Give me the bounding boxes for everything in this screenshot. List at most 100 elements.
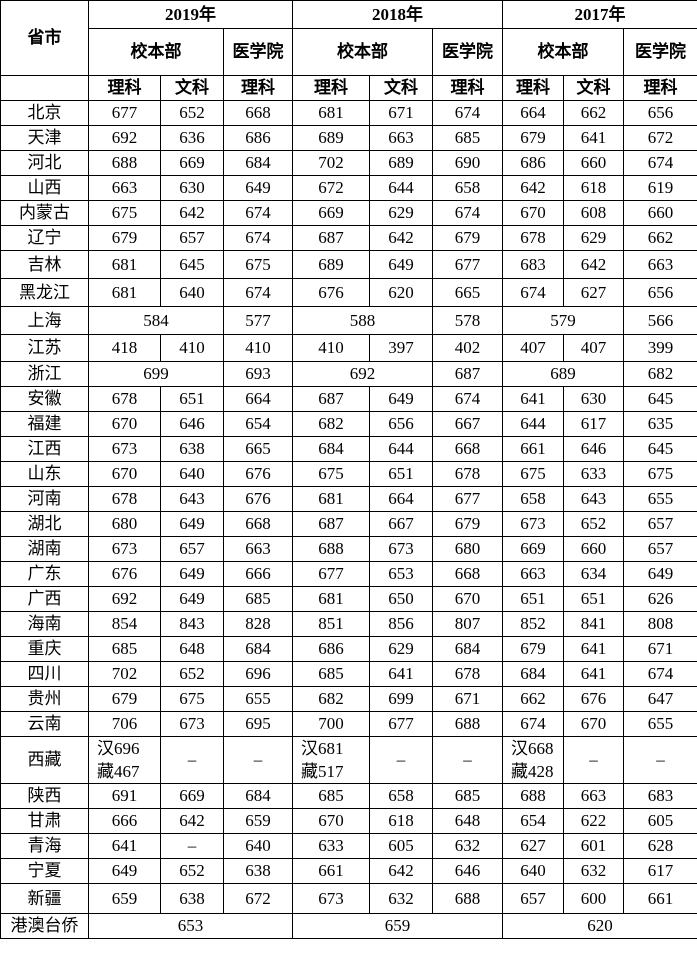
province-cell: 河北: [0, 150, 89, 176]
score-cell: 645: [623, 386, 697, 412]
score-cell: 706: [88, 711, 161, 737]
province-cell: 云南: [0, 711, 89, 737]
score-cell: 418: [88, 334, 161, 362]
score-cell: 618: [369, 808, 434, 834]
score-cell: 687: [292, 511, 371, 537]
score-cell: 658: [369, 783, 434, 809]
admission-score-table: 省市 2019年 2018年 2017年 校本部 医学院 校本部 医学院 校本部…: [0, 0, 697, 939]
campus-medical-header: 医学院: [623, 28, 697, 76]
score-cell: 636: [160, 125, 224, 151]
score-cell: 628: [623, 833, 697, 859]
table-row: 北京 677 652 668 681 671 674 664 662 656: [0, 100, 697, 126]
score-cell: 673: [369, 536, 434, 562]
score-cell: 649: [160, 511, 224, 537]
score-cell: 674: [623, 661, 697, 687]
score-cell: 635: [623, 411, 697, 437]
province-cell: 黑龙江: [0, 278, 89, 307]
score-cell: 673: [502, 511, 565, 537]
score-cell: 852: [502, 611, 565, 637]
score-cell: 622: [563, 808, 625, 834]
score-cell: 674: [502, 278, 565, 307]
table-row: 宁夏 649 652 638 661 642 646 640 632 617: [0, 858, 697, 884]
score-cell: 687: [432, 361, 504, 387]
score-cell: 601: [563, 833, 625, 859]
table-row: 上海 584 577 588 578 579 566: [0, 306, 697, 335]
score-cell: 665: [222, 436, 294, 462]
score-cell: 686: [502, 150, 565, 176]
score-cell: 656: [623, 100, 697, 126]
campus-main-header: 校本部: [292, 28, 434, 76]
score-cell: –: [369, 736, 434, 784]
table-row: 陕西 691 669 684 685 658 685 688 663 683: [0, 783, 697, 809]
score-cell: 656: [623, 278, 697, 307]
score-cell: 684: [222, 150, 294, 176]
score-cell: 670: [432, 586, 504, 612]
score-cell: 685: [432, 125, 504, 151]
score-cell: 685: [292, 783, 371, 809]
province-cell: 湖南: [0, 536, 89, 562]
province-cell: 四川: [0, 661, 89, 687]
province-cell: 宁夏: [0, 858, 89, 884]
score-cell: 641: [563, 661, 625, 687]
score-cell: 汉668 藏428: [502, 736, 565, 784]
table-row: 新疆 659 638 672 673 632 688 657 600 661: [0, 883, 697, 914]
table-row: 吉林 681 645 675 689 649 677 683 642 663: [0, 250, 697, 279]
score-cell: 588: [292, 306, 434, 335]
score-cell: 663: [563, 783, 625, 809]
score-cell: 675: [623, 461, 697, 487]
score-cell: 684: [222, 783, 294, 809]
score-cell: 640: [222, 833, 294, 859]
header-row-campus: 校本部 医学院 校本部 医学院 校本部 医学院: [1, 28, 697, 76]
score-cell: 640: [502, 858, 565, 884]
score-cell: 660: [563, 150, 625, 176]
score-cell: 669: [160, 150, 224, 176]
score-cell: 410: [222, 334, 294, 362]
table-row: 江苏 418 410 410 410 397 402 407 407 399: [0, 334, 697, 362]
score-cell: 659: [292, 913, 504, 939]
score-cell: 677: [432, 486, 504, 512]
score-cell: 651: [160, 386, 224, 412]
score-cell: 677: [88, 100, 161, 126]
score-cell: 664: [502, 100, 565, 126]
score-cell: 679: [88, 686, 161, 712]
score-cell: 650: [369, 586, 434, 612]
score-cell: 402: [432, 334, 504, 362]
score-cell: 642: [563, 250, 625, 279]
score-cell: 667: [369, 511, 434, 537]
score-cell: 642: [369, 225, 434, 251]
score-cell: 678: [432, 661, 504, 687]
score-cell: 667: [432, 411, 504, 437]
score-cell: 670: [502, 200, 565, 226]
score-cell: 652: [160, 661, 224, 687]
score-cell: 620: [369, 278, 434, 307]
table-row: 湖北 680 649 668 687 667 679 673 652 657: [0, 511, 697, 537]
score-cell: 659: [222, 808, 294, 834]
score-cell: 673: [160, 711, 224, 737]
score-cell: 629: [369, 200, 434, 226]
liberal-arts-header: 文科: [369, 75, 434, 101]
score-cell: 686: [222, 125, 294, 151]
score-cell: 663: [502, 561, 565, 587]
province-cell: 上海: [0, 306, 89, 335]
score-cell: 676: [222, 486, 294, 512]
score-cell: 662: [563, 100, 625, 126]
score-cell: –: [160, 736, 224, 784]
score-cell: 693: [222, 361, 294, 387]
score-cell: 660: [623, 200, 697, 226]
score-cell: 828: [222, 611, 294, 637]
score-cell: 653: [369, 561, 434, 587]
score-cell: 617: [623, 858, 697, 884]
score-cell: 641: [563, 636, 625, 662]
province-cell: 广东: [0, 561, 89, 587]
score-cell: –: [623, 736, 697, 784]
table-row: 浙江 699 693 692 687 689 682: [0, 361, 697, 387]
score-cell: 854: [88, 611, 161, 637]
score-cell: 627: [563, 278, 625, 307]
score-cell: 683: [623, 783, 697, 809]
score-cell: 689: [292, 250, 371, 279]
table-row: 福建 670 646 654 682 656 667 644 617 635: [0, 411, 697, 437]
score-cell: 678: [432, 461, 504, 487]
score-cell: 684: [432, 636, 504, 662]
score-cell: 641: [502, 386, 565, 412]
score-cell: 683: [502, 250, 565, 279]
